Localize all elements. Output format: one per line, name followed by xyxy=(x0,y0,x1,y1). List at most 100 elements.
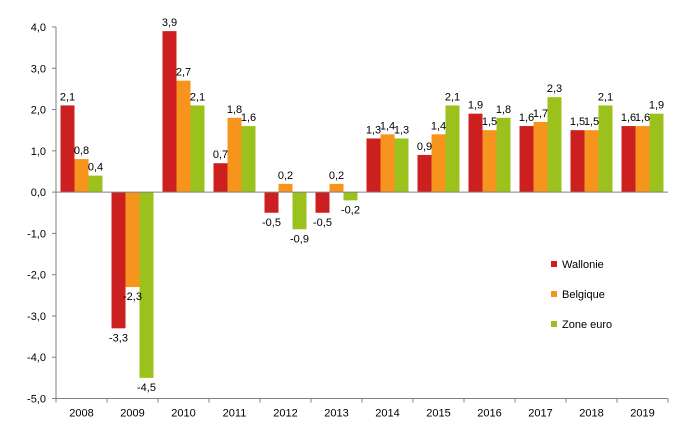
data-label-wallonie-2010: 3,9 xyxy=(162,17,177,29)
data-label-wallonie-2013: -0,5 xyxy=(313,217,332,229)
bar-belgique-2011 xyxy=(227,117,242,193)
data-label-wallonie-2019: 1,6 xyxy=(621,112,636,124)
bar-wallonie-2017 xyxy=(519,126,534,193)
data-label-belgique-2010: 2,7 xyxy=(176,67,191,79)
y-tick-label: -2,0 xyxy=(27,270,46,282)
legend-label-wallonie: Wallonie xyxy=(562,259,604,271)
bar-wallonie-2010 xyxy=(162,31,177,193)
data-label-wallonie-2009: -3,3 xyxy=(109,332,128,344)
x-tick-label-2009: 2009 xyxy=(120,408,144,420)
bar-belgique-2010 xyxy=(176,80,191,193)
data-label-wallonie-2016: 1,9 xyxy=(468,100,483,112)
bar-belgique-2017 xyxy=(533,121,548,193)
bar-belgique-2015 xyxy=(431,134,446,193)
bar-zone-euro-2010 xyxy=(190,105,205,193)
data-label-belgique-2019: 1,6 xyxy=(635,112,650,124)
bar-zone-euro-2014 xyxy=(394,138,409,193)
bar-wallonie-2008 xyxy=(60,105,75,193)
x-tick-label-2012: 2012 xyxy=(273,408,297,420)
data-label-zone-euro-2012: -0,9 xyxy=(290,233,309,245)
y-tick-label: 1,0 xyxy=(31,146,46,158)
bar-wallonie-2014 xyxy=(366,138,381,193)
data-labels-layer: 2,10,80,4-3,3-2,3-4,53,92,72,10,71,81,6-… xyxy=(60,17,664,394)
data-label-zone-euro-2019: 1,9 xyxy=(649,100,664,112)
bar-wallonie-2012 xyxy=(264,192,279,213)
data-label-belgique-2015: 1,4 xyxy=(431,120,446,132)
bar-belgique-2009 xyxy=(125,192,140,288)
x-tick-label-2014: 2014 xyxy=(375,408,399,420)
bar-zone-euro-2018 xyxy=(598,105,613,193)
x-tick-label-2017: 2017 xyxy=(528,408,552,420)
data-label-belgique-2009: -2,3 xyxy=(123,291,142,303)
y-tick-label: -4,0 xyxy=(27,352,46,364)
x-tick-label-2019: 2019 xyxy=(630,408,654,420)
data-label-belgique-2011: 1,8 xyxy=(227,104,242,116)
data-label-zone-euro-2015: 2,1 xyxy=(445,91,460,103)
data-label-wallonie-2018: 1,5 xyxy=(570,116,585,128)
bars-layer xyxy=(60,31,664,378)
bar-belgique-2018 xyxy=(584,130,599,193)
x-tick-label-2008: 2008 xyxy=(69,408,93,420)
y-tick-label: -1,0 xyxy=(27,228,46,240)
data-label-belgique-2012: 0,2 xyxy=(278,170,293,182)
data-label-belgique-2008: 0,8 xyxy=(74,145,89,157)
data-label-wallonie-2015: 0,9 xyxy=(417,141,432,153)
x-tick-label-2015: 2015 xyxy=(426,408,450,420)
bar-wallonie-2019 xyxy=(621,126,636,193)
data-label-zone-euro-2010: 2,1 xyxy=(190,91,205,103)
data-label-wallonie-2017: 1,6 xyxy=(519,112,534,124)
x-tick-label-2018: 2018 xyxy=(579,408,603,420)
x-tick-label-2013: 2013 xyxy=(324,408,348,420)
y-tick-label: 0,0 xyxy=(31,187,46,199)
bar-belgique-2008 xyxy=(74,159,89,193)
legend-swatch-belgique xyxy=(551,291,557,297)
bar-belgique-2013 xyxy=(329,183,344,193)
x-tick-label-2010: 2010 xyxy=(171,408,195,420)
bar-wallonie-2011 xyxy=(213,163,228,193)
bar-wallonie-2016 xyxy=(468,113,483,193)
y-tick-label: 4,0 xyxy=(31,22,46,34)
data-label-zone-euro-2008: 0,4 xyxy=(88,162,103,174)
x-tick-label-2011: 2011 xyxy=(223,408,247,420)
bar-zone-euro-2009 xyxy=(139,192,154,378)
data-label-belgique-2017: 1,7 xyxy=(533,108,548,120)
data-label-belgique-2014: 1,4 xyxy=(380,120,395,132)
legend-swatch-wallonie xyxy=(551,261,557,267)
bar-zone-euro-2019 xyxy=(649,113,664,193)
y-tick-label: -3,0 xyxy=(27,311,46,323)
data-label-wallonie-2008: 2,1 xyxy=(60,91,75,103)
x-tick-label-2016: 2016 xyxy=(477,408,501,420)
axes-layer: 2008 2009 2010 2011 2012 2013 2014 2015 2016 2017… xyxy=(27,22,669,420)
legend-swatch-zone-euro xyxy=(551,321,557,327)
bar-wallonie-2009 xyxy=(111,192,126,329)
bar-wallonie-2018 xyxy=(570,130,585,193)
data-label-belgique-2013: 0,2 xyxy=(329,170,344,182)
data-label-zone-euro-2017: 2,3 xyxy=(547,83,562,95)
legend-label-belgique: Belgique xyxy=(562,289,605,301)
data-label-wallonie-2011: 0,7 xyxy=(213,149,228,161)
data-label-wallonie-2012: -0,5 xyxy=(262,217,281,229)
data-label-wallonie-2014: 1,3 xyxy=(366,124,381,136)
y-tick-label: -5,0 xyxy=(27,394,46,406)
bar-zone-euro-2013 xyxy=(343,192,358,201)
data-label-zone-euro-2009: -4,5 xyxy=(137,382,156,394)
bar-wallonie-2015 xyxy=(417,154,432,193)
data-label-zone-euro-2013: -0,2 xyxy=(341,204,360,216)
data-label-belgique-2016: 1,5 xyxy=(482,116,497,128)
bar-wallonie-2013 xyxy=(315,192,330,213)
bar-zone-euro-2016 xyxy=(496,117,511,193)
bar-zone-euro-2017 xyxy=(547,97,562,193)
data-label-zone-euro-2011: 1,6 xyxy=(241,112,256,124)
y-tick-label: 3,0 xyxy=(31,63,46,75)
bar-zone-euro-2011 xyxy=(241,126,256,193)
bar-belgique-2012 xyxy=(278,183,293,193)
data-label-zone-euro-2018: 2,1 xyxy=(598,91,613,103)
bar-zone-euro-2012 xyxy=(292,192,307,230)
legend-label-zone-euro: Zone euro xyxy=(562,319,612,331)
bar-zone-euro-2008 xyxy=(88,175,103,193)
data-label-belgique-2018: 1,5 xyxy=(584,116,599,128)
bar-zone-euro-2015 xyxy=(445,105,460,193)
bar-belgique-2014 xyxy=(380,134,395,193)
legend: Wallonie Belgique Zone euro xyxy=(551,259,612,331)
